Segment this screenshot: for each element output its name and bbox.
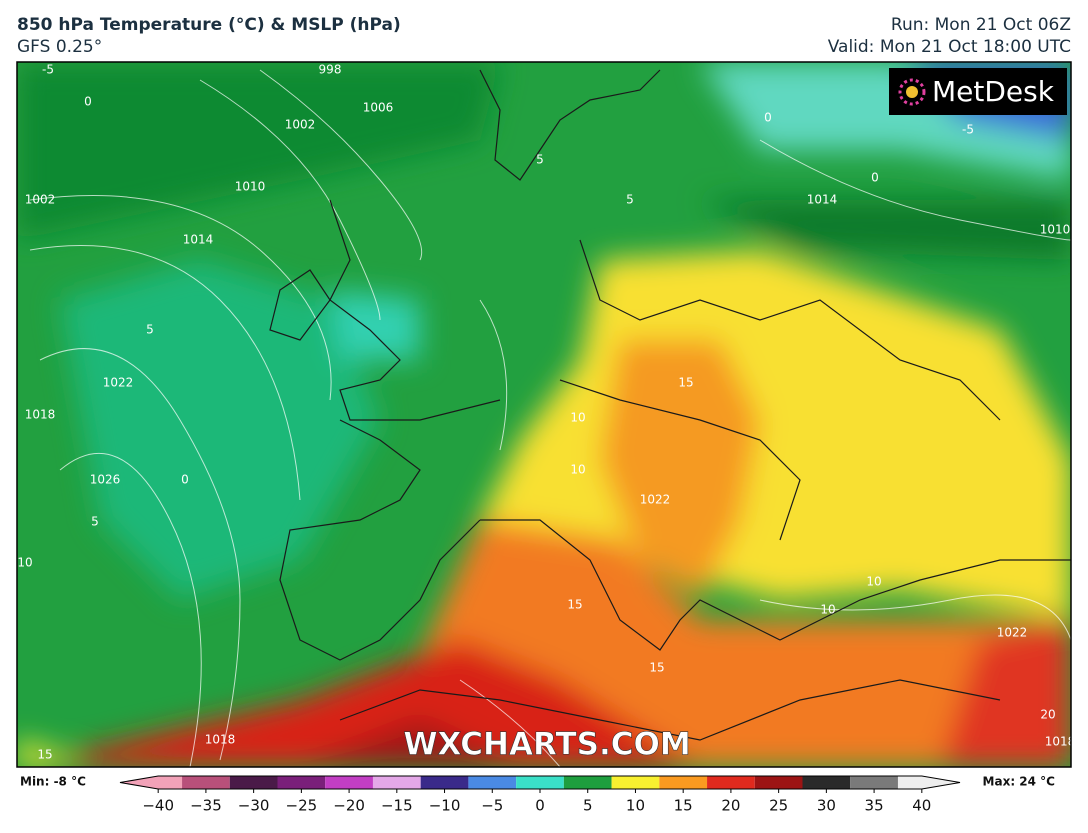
logo-text: MetDesk (932, 75, 1055, 108)
contour-label: 1022 (640, 493, 671, 507)
contour-label: 15 (649, 661, 664, 675)
contour-label: 10 (820, 603, 835, 617)
contour-label: 20 (1040, 708, 1055, 722)
colorbar-segment (372, 776, 421, 789)
colorbar-tick-label: −40 (142, 797, 174, 815)
contour-label: 1002 (285, 118, 316, 132)
colorbar-tick-label: 0 (535, 797, 545, 815)
colorbar-segment (563, 776, 612, 789)
contour-label: 1018 (25, 408, 56, 422)
contour-label: 1014 (807, 193, 838, 207)
contour-label: 998 (319, 63, 342, 77)
contour-label: 1010 (1040, 223, 1071, 237)
colorbar-segment (277, 776, 326, 789)
colorbar-segment (516, 776, 564, 789)
colorbar-tick-label: −5 (481, 797, 503, 815)
colorbar-segment (611, 776, 660, 789)
contour-label: 0 (181, 473, 189, 487)
colorbar-tick-label: 10 (626, 797, 645, 815)
contour-label: 5 (536, 153, 544, 167)
colorbar-segment (754, 776, 803, 789)
colorbar-segment (850, 776, 898, 789)
contour-label: 1010 (235, 180, 266, 194)
contour-label: 5 (146, 323, 154, 337)
subtitle: GFS 0.25° (17, 37, 102, 57)
colorbar-segment (182, 776, 230, 789)
logo-box (889, 68, 1067, 115)
max-label: Max: 24 °C (983, 775, 1056, 789)
colorbar-segment (659, 776, 708, 789)
contour-label: 0 (871, 171, 879, 185)
contour-label: -5 (962, 123, 974, 137)
contour-label: 1014 (183, 233, 214, 247)
contour-label: 10 (866, 575, 881, 589)
colorbar-segment (120, 776, 183, 789)
contour-label: 5 (91, 515, 99, 529)
contour-label: 1018 (205, 733, 236, 747)
contour-label: 10 (570, 411, 585, 425)
title: 850 hPa Temperature (°C) & MSLP (hPa) (17, 15, 401, 35)
colorbar-tick-label: −35 (190, 797, 222, 815)
colorbar-tick-label: −30 (238, 797, 270, 815)
run-time: Run: Mon 21 Oct 06Z (891, 15, 1071, 35)
colorbar-tick-label: 15 (674, 797, 693, 815)
colorbar-segment (229, 776, 278, 789)
contour-label: 15 (678, 376, 693, 390)
valid-time: Valid: Mon 21 Oct 18:00 UTC (828, 37, 1071, 57)
colorbar-tick-label: 25 (769, 797, 788, 815)
colorbar-tick-label: −25 (286, 797, 318, 815)
colorbar-segment (802, 776, 851, 789)
colorbar-tick-label: 5 (583, 797, 593, 815)
contour-label: 5 (626, 193, 634, 207)
colorbar-tick-label: −20 (333, 797, 365, 815)
contour-label: 1022 (103, 376, 134, 390)
colorbar-tick-label: 40 (912, 797, 931, 815)
map: -509981002100610101014100251022101810265… (17, 62, 1076, 767)
colorbar-tick-label: 30 (817, 797, 836, 815)
colorbar-segment (468, 776, 517, 789)
colorbar-segment (707, 776, 755, 789)
contour-label: 1006 (363, 101, 394, 115)
colorbar-tick-label: −15 (381, 797, 413, 815)
contour-label: 1022 (997, 626, 1028, 640)
colorbar-tick-label: 20 (721, 797, 740, 815)
contour-label: 15 (37, 748, 52, 762)
colorbar-outline (119, 775, 961, 790)
colorbar-segment (420, 776, 469, 789)
colorbar-segment (325, 776, 373, 789)
watermark: WXCHARTS.COM (403, 727, 690, 763)
contour-label: 1002 (25, 193, 56, 207)
colorbar-tick-label: 35 (865, 797, 884, 815)
contour-label: 0 (764, 111, 772, 125)
contour-label: 10 (17, 556, 32, 570)
contour-label: 0 (84, 95, 92, 109)
contour-label: 1026 (90, 473, 121, 487)
contour-label: 1018 (1045, 735, 1076, 749)
contour-label: -5 (42, 63, 54, 77)
contour-label: 15 (567, 598, 582, 612)
colorbar: −40 −35 −30 −25 −20 −15 −10 −5 0 5 10 15 20 25 30 35 40 (119, 775, 961, 815)
map-frame (16, 61, 1072, 768)
contour-label: 10 (570, 463, 585, 477)
colorbar-segment (897, 776, 960, 789)
min-label: Min: -8 °C (20, 775, 86, 789)
colorbar-tick-label: −10 (429, 797, 461, 815)
